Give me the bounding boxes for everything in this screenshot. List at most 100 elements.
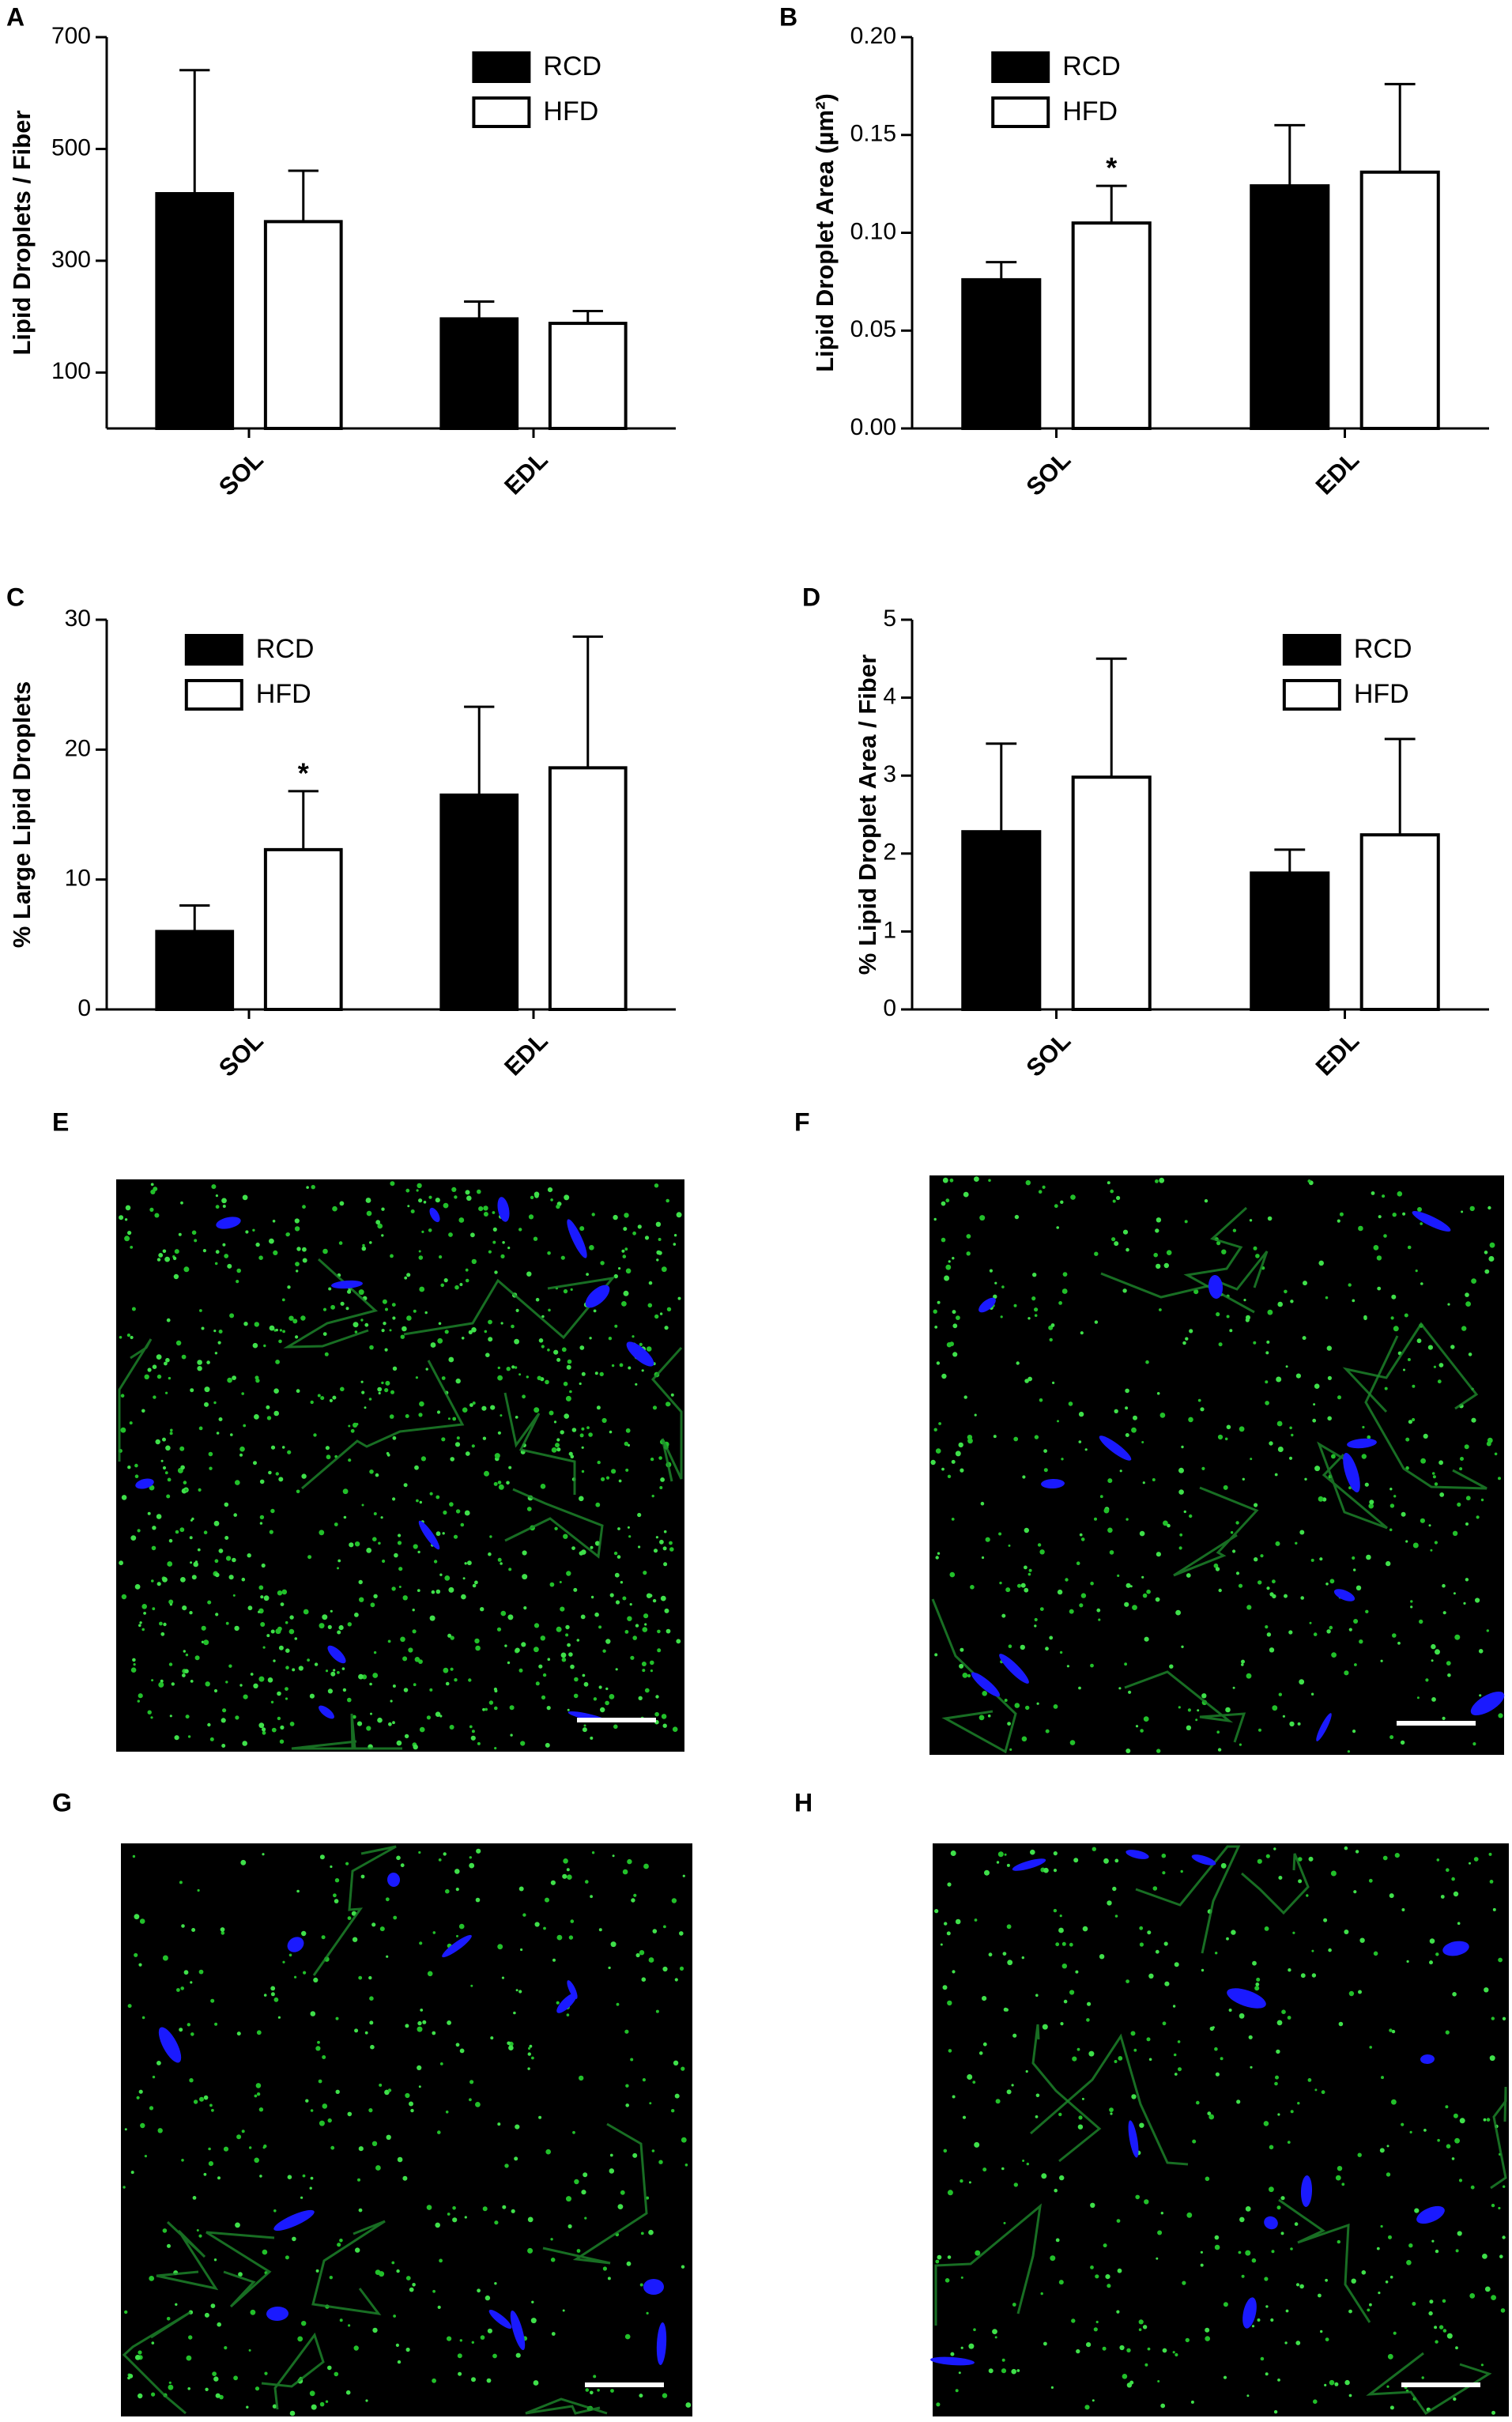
lipid-droplet-signal [222,1205,226,1208]
lipid-droplet-signal [447,1417,451,1420]
lipid-droplet-signal [475,1645,481,1651]
lipid-droplet-signal [437,2130,441,2134]
lipid-droplet-signal [507,2041,511,2046]
lipid-droplet-signal [1037,1543,1042,1547]
lipid-droplet-signal [372,2327,378,2333]
lipid-droplet-signal [390,1700,393,1703]
lipid-droplet-signal [349,1542,354,1548]
lipid-droplet-signal [1107,1900,1112,1906]
lipid-droplet-signal [550,1880,556,1885]
lipid-droplet-signal [494,1270,498,1274]
lipid-droplet-signal [570,1664,575,1669]
lipid-droplet-signal [1039,1398,1043,1402]
lipid-droplet-signal [436,1531,441,1537]
lipid-droplet-signal [169,1603,172,1606]
lipid-droplet-signal [982,2042,987,2047]
lipid-droplet-signal [534,1623,540,1628]
lipid-droplet-signal [138,2350,142,2355]
lipid-droplet-signal [350,1428,355,1433]
lipid-droplet-signal [1034,1314,1038,1317]
lipid-droplet-signal [410,2108,414,2113]
lipid-droplet-signal [1412,1417,1416,1422]
lipid-droplet-signal [1484,1251,1488,1254]
lipid-droplet-signal [409,2287,414,2292]
lipid-droplet-signal [234,1625,239,1632]
lipid-droplet-signal [418,1198,423,1203]
lipid-droplet-signal [1080,1331,1084,1335]
lipid-droplet-signal [268,1470,272,1475]
lipid-droplet-signal [347,1916,352,1921]
lipid-droplet-signal [310,2109,314,2112]
lipid-droplet-signal [1389,2028,1393,2032]
lipid-droplet-signal [1325,2278,1328,2282]
lipid-droplet-signal [1389,1528,1393,1532]
lipid-droplet-signal [1469,2293,1476,2299]
lipid-droplet-signal [441,1437,446,1442]
membrane-signal [1030,2033,1189,2166]
lipid-droplet-signal [1412,1384,1416,1388]
lipid-droplet-signal [215,2393,221,2398]
lipid-droplet-signal [413,1544,418,1549]
lipid-droplet-signal [387,1639,391,1643]
lipid-droplet-signal [1001,1285,1005,1288]
lipid-droplet-signal [1318,1260,1324,1266]
lipid-droplet-signal [1434,2326,1438,2330]
lipid-droplet-signal [487,2328,493,2333]
lipid-droplet-signal [373,1512,377,1515]
lipid-droplet-signal [1359,1937,1365,1943]
lipid-droplet-signal [593,1697,598,1701]
lipid-droplet-signal [1369,2303,1372,2307]
lipid-droplet-signal [494,1689,498,1693]
lipid-droplet-signal [1072,2056,1077,2062]
nucleus-signal [978,1297,996,1313]
lipid-droplet-signal [542,1673,547,1677]
lipid-droplet-signal [1276,1376,1282,1383]
nucleus-signal [999,1654,1029,1684]
x-tick-label: SOL [213,1027,269,1082]
lipid-droplet-signal [1401,1511,1406,1517]
lipid-droplet-signal [1152,1886,1158,1891]
lipid-droplet-signal [1071,2318,1076,2323]
lipid-droplet-signal [531,2056,534,2060]
lipid-droplet-signal [682,1874,685,1877]
lipid-droplet-signal [396,2269,400,2273]
lipid-droplet-signal [155,1439,160,1445]
lipid-droplet-signal [469,1403,473,1407]
lipid-droplet-signal [342,1488,349,1495]
lipid-droplet-signal [455,1888,459,1892]
lipid-droplet-signal [1318,1496,1324,1502]
lipid-droplet-signal [156,1514,162,1519]
lipid-droplet-signal [186,2355,192,2361]
lipid-droplet-signal [1196,2100,1200,2105]
lipid-droplet-signal [210,1998,215,2003]
lipid-droplet-signal [277,1590,283,1596]
lipid-droplet-signal [338,1625,344,1631]
lipid-droplet-signal [1090,1581,1094,1586]
lipid-droplet-signal [534,1407,540,1413]
lipid-droplet-signal [1049,1635,1054,1640]
lipid-droplet-signal [967,2074,973,2080]
lipid-droplet-signal [484,1330,488,1334]
lipid-droplet-signal [210,2303,216,2309]
lipid-droplet-signal [1156,1263,1161,1269]
lipid-droplet-signal [181,2159,184,2162]
lipid-droplet-signal [232,1375,236,1380]
lipid-droplet-signal [144,2155,147,2158]
lipid-droplet-signal [589,1337,592,1340]
lipid-droplet-signal [217,2176,221,2180]
lipid-droplet-signal [431,1590,436,1594]
lipid-droplet-signal [630,2058,634,2062]
lipid-droplet-signal [267,1677,273,1683]
lipid-droplet-signal [138,2393,143,2399]
lipid-droplet-signal [189,1611,193,1615]
lipid-droplet-signal [1065,1578,1069,1582]
lipid-droplet-signal [474,1580,478,1585]
nucleus-signal [1099,1435,1132,1461]
nucleus-signal [1333,1589,1356,1601]
lipid-droplet-signal [1325,2337,1329,2342]
lipid-droplet-signal [1431,2239,1435,2243]
lipid-droplet-signal [143,1612,147,1615]
lipid-droplet-signal [1409,2130,1412,2133]
lipid-droplet-signal [1382,1855,1388,1861]
lipid-droplet-signal [469,1856,472,1859]
